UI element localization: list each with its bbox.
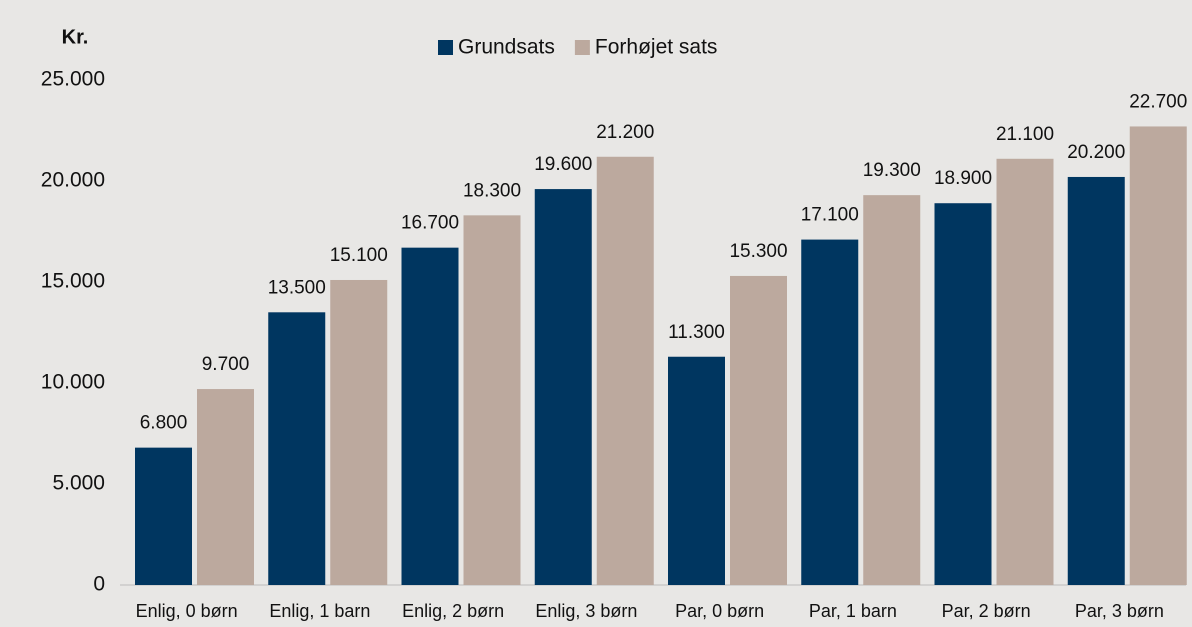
x-tick-label: Enlig, 0 børn bbox=[136, 601, 238, 621]
legend-swatch bbox=[574, 40, 590, 55]
data-label: 16.700 bbox=[401, 213, 459, 234]
x-tick-label: Enlig, 3 børn bbox=[535, 601, 637, 621]
y-tick-label: 10.000 bbox=[41, 371, 105, 394]
bar bbox=[1129, 126, 1187, 586]
bar bbox=[330, 279, 388, 585]
data-label: 19.300 bbox=[863, 160, 921, 181]
bar bbox=[596, 156, 654, 585]
legend-swatch bbox=[438, 40, 453, 55]
y-tick-label: 20.000 bbox=[41, 169, 105, 192]
bar bbox=[1067, 176, 1125, 585]
bar bbox=[268, 312, 326, 585]
bar bbox=[996, 158, 1054, 585]
y-tick-label: 25.000 bbox=[41, 68, 105, 91]
x-tick-label: Enlig, 1 barn bbox=[269, 601, 370, 621]
bar bbox=[730, 275, 787, 585]
y-axis-label: Kr. bbox=[62, 26, 89, 48]
bar bbox=[934, 203, 992, 585]
x-tick-label: Enlig, 2 børn bbox=[402, 601, 504, 621]
legend-label: Grundsats bbox=[458, 36, 555, 59]
data-label: 18.300 bbox=[463, 180, 521, 201]
bar bbox=[863, 195, 921, 585]
data-label: 18.900 bbox=[934, 168, 992, 189]
y-tick-label: 5.000 bbox=[52, 472, 105, 495]
data-label: 6.800 bbox=[140, 413, 188, 434]
data-label: 21.200 bbox=[596, 122, 654, 143]
bar bbox=[668, 356, 725, 585]
data-label: 11.300 bbox=[668, 322, 725, 343]
bar bbox=[401, 247, 459, 585]
bar bbox=[801, 239, 859, 585]
x-tick-label: Par, 2 børn bbox=[942, 601, 1031, 621]
data-label: 19.600 bbox=[534, 154, 592, 175]
x-tick-label: Par, 3 børn bbox=[1075, 601, 1164, 621]
x-tick-label: Par, 0 børn bbox=[675, 601, 764, 621]
data-label: 15.300 bbox=[729, 241, 787, 262]
data-label: 21.100 bbox=[996, 124, 1054, 145]
data-label: 13.500 bbox=[268, 277, 326, 298]
legend-label: Forhøjet sats bbox=[595, 36, 718, 59]
bar bbox=[197, 389, 254, 585]
data-label: 9.700 bbox=[202, 354, 250, 375]
bar bbox=[463, 215, 521, 585]
data-label: 22.700 bbox=[1129, 91, 1187, 112]
bar bbox=[135, 447, 192, 585]
data-label: 20.200 bbox=[1067, 142, 1125, 163]
y-tick-label: 15.000 bbox=[41, 270, 105, 293]
x-tick-label: Par, 1 barn bbox=[809, 601, 897, 621]
data-label: 15.100 bbox=[330, 245, 388, 266]
data-label: 17.100 bbox=[801, 205, 859, 226]
bar bbox=[534, 189, 592, 585]
y-tick-label: 0 bbox=[93, 573, 105, 596]
